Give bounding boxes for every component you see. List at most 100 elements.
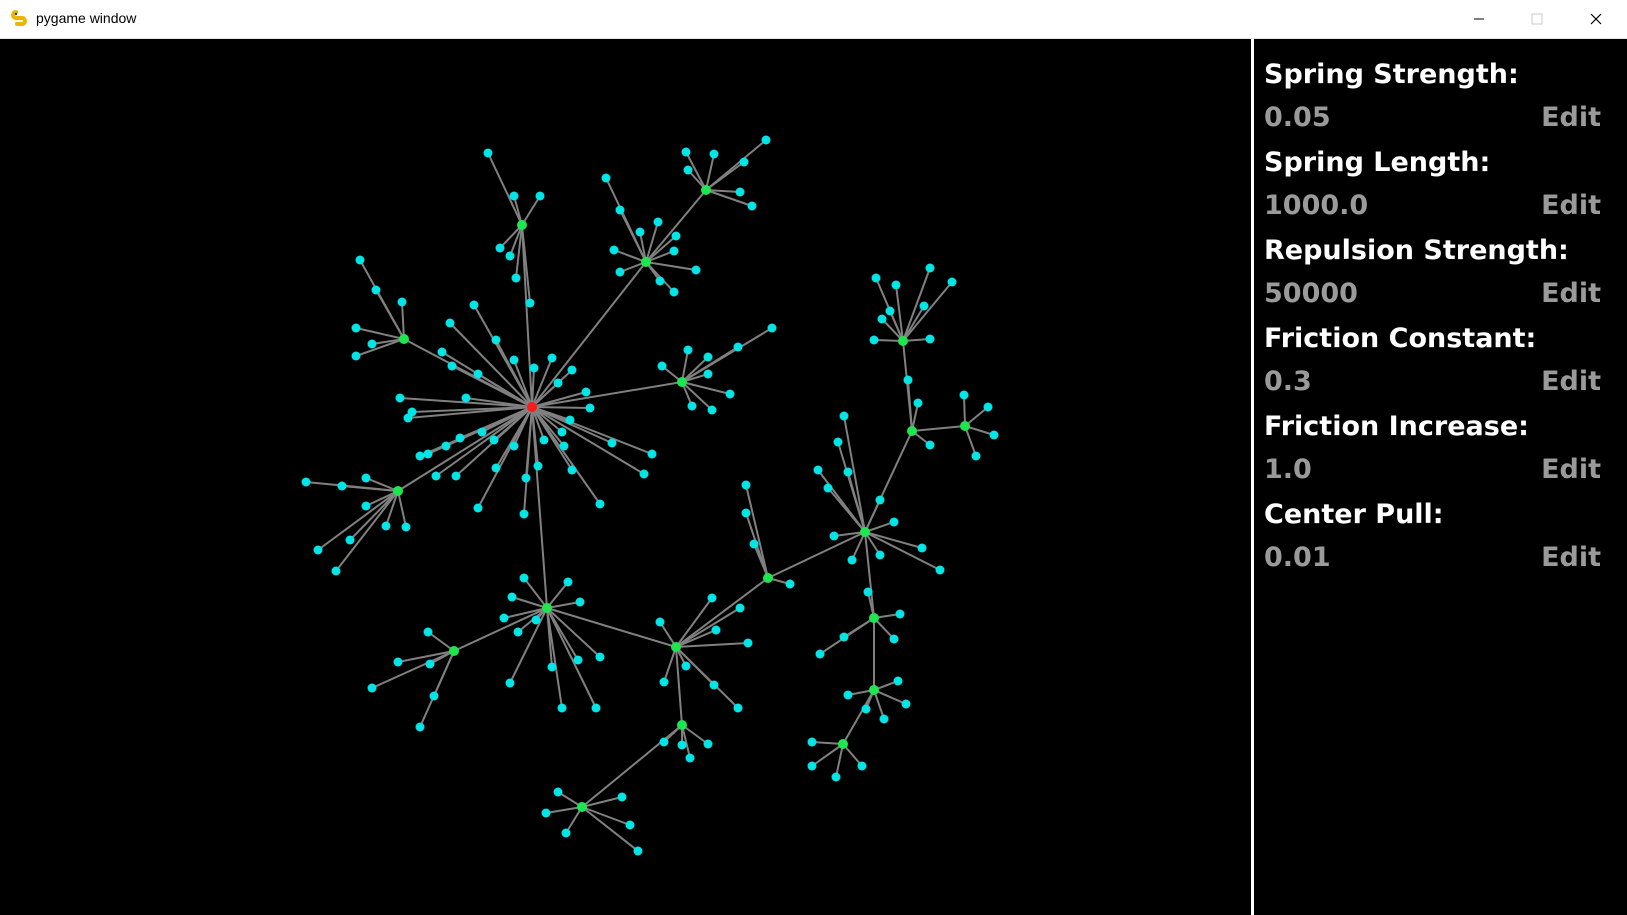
hub-node[interactable] bbox=[869, 613, 879, 623]
leaf-node[interactable] bbox=[367, 683, 377, 693]
leaf-node[interactable] bbox=[655, 617, 665, 627]
leaf-node[interactable] bbox=[469, 300, 479, 310]
hub-node[interactable] bbox=[701, 185, 711, 195]
leaf-node[interactable] bbox=[813, 465, 823, 475]
leaf-node[interactable] bbox=[879, 714, 889, 724]
maximize-button[interactable] bbox=[1508, 0, 1566, 38]
leaf-node[interactable] bbox=[871, 273, 881, 283]
leaf-node[interactable] bbox=[703, 352, 713, 362]
leaf-node[interactable] bbox=[477, 427, 487, 437]
leaf-node[interactable] bbox=[423, 627, 433, 637]
leaf-node[interactable] bbox=[499, 613, 509, 623]
leaf-node[interactable] bbox=[547, 662, 557, 672]
leaf-node[interactable] bbox=[901, 699, 911, 709]
leaf-node[interactable] bbox=[683, 345, 693, 355]
hub-node[interactable] bbox=[641, 257, 651, 267]
leaf-node[interactable] bbox=[869, 335, 879, 345]
leaf-node[interactable] bbox=[743, 638, 753, 648]
minimize-button[interactable] bbox=[1450, 0, 1508, 38]
leaf-node[interactable] bbox=[355, 255, 365, 265]
root-node[interactable] bbox=[527, 402, 537, 412]
leaf-node[interactable] bbox=[595, 499, 605, 509]
leaf-node[interactable] bbox=[925, 334, 935, 344]
leaf-node[interactable] bbox=[519, 573, 529, 583]
leaf-node[interactable] bbox=[833, 437, 843, 447]
leaf-node[interactable] bbox=[473, 369, 483, 379]
leaf-node[interactable] bbox=[401, 522, 411, 532]
leaf-node[interactable] bbox=[681, 147, 691, 157]
hub-node[interactable] bbox=[399, 334, 409, 344]
leaf-node[interactable] bbox=[415, 451, 425, 461]
leaf-node[interactable] bbox=[563, 577, 573, 587]
leaf-node[interactable] bbox=[671, 231, 681, 241]
hub-node[interactable] bbox=[838, 739, 848, 749]
leaf-node[interactable] bbox=[733, 703, 743, 713]
leaf-node[interactable] bbox=[345, 535, 355, 545]
leaf-node[interactable] bbox=[519, 509, 529, 519]
leaf-node[interactable] bbox=[655, 276, 665, 286]
leaf-node[interactable] bbox=[747, 201, 757, 211]
leaf-node[interactable] bbox=[711, 625, 721, 635]
leaf-node[interactable] bbox=[371, 285, 381, 295]
leaf-node[interactable] bbox=[431, 471, 441, 481]
leaf-node[interactable] bbox=[361, 501, 371, 511]
center-pull-edit-button[interactable]: Edit bbox=[1541, 542, 1601, 573]
leaf-node[interactable] bbox=[639, 469, 649, 479]
leaf-node[interactable] bbox=[861, 704, 871, 714]
leaf-node[interactable] bbox=[473, 503, 483, 513]
leaf-node[interactable] bbox=[657, 361, 667, 371]
hub-node[interactable] bbox=[907, 426, 917, 436]
leaf-node[interactable] bbox=[659, 677, 669, 687]
leaf-node[interactable] bbox=[509, 441, 519, 451]
title-bar[interactable]: pygame window bbox=[0, 0, 1627, 39]
leaf-node[interactable] bbox=[591, 703, 601, 713]
leaf-node[interactable] bbox=[601, 173, 611, 183]
leaf-node[interactable] bbox=[741, 480, 751, 490]
leaf-node[interactable] bbox=[653, 217, 663, 227]
hub-node[interactable] bbox=[960, 421, 970, 431]
leaf-node[interactable] bbox=[843, 467, 853, 477]
leaf-node[interactable] bbox=[397, 297, 407, 307]
leaf-node[interactable] bbox=[683, 165, 693, 175]
leaf-node[interactable] bbox=[703, 739, 713, 749]
leaf-node[interactable] bbox=[925, 263, 935, 273]
leaf-node[interactable] bbox=[559, 441, 569, 451]
leaf-node[interactable] bbox=[567, 465, 577, 475]
hub-node[interactable] bbox=[517, 220, 527, 230]
leaf-node[interactable] bbox=[895, 609, 905, 619]
leaf-node[interactable] bbox=[617, 792, 627, 802]
leaf-node[interactable] bbox=[423, 449, 433, 459]
leaf-node[interactable] bbox=[741, 508, 751, 518]
hub-node[interactable] bbox=[869, 685, 879, 695]
leaf-node[interactable] bbox=[313, 545, 323, 555]
leaf-node[interactable] bbox=[331, 566, 341, 576]
leaf-node[interactable] bbox=[615, 267, 625, 277]
leaf-node[interactable] bbox=[505, 251, 515, 261]
leaf-node[interactable] bbox=[735, 187, 745, 197]
spring-strength-edit-button[interactable]: Edit bbox=[1541, 102, 1601, 133]
leaf-node[interactable] bbox=[707, 593, 717, 603]
leaf-node[interactable] bbox=[403, 413, 413, 423]
leaf-node[interactable] bbox=[857, 761, 867, 771]
leaf-node[interactable] bbox=[761, 135, 771, 145]
leaf-node[interactable] bbox=[609, 245, 619, 255]
leaf-node[interactable] bbox=[875, 550, 885, 560]
leaf-node[interactable] bbox=[489, 435, 499, 445]
leaf-node[interactable] bbox=[831, 772, 841, 782]
leaf-node[interactable] bbox=[615, 205, 625, 215]
leaf-node[interactable] bbox=[669, 287, 679, 297]
leaf-node[interactable] bbox=[533, 461, 543, 471]
leaf-node[interactable] bbox=[635, 227, 645, 237]
leaf-node[interactable] bbox=[919, 301, 929, 311]
leaf-node[interactable] bbox=[547, 353, 557, 363]
leaf-node[interactable] bbox=[531, 615, 541, 625]
leaf-node[interactable] bbox=[707, 405, 717, 415]
leaf-node[interactable] bbox=[351, 323, 361, 333]
leaf-node[interactable] bbox=[539, 435, 549, 445]
leaf-node[interactable] bbox=[843, 690, 853, 700]
leaf-node[interactable] bbox=[739, 157, 749, 167]
leaf-node[interactable] bbox=[565, 415, 575, 425]
leaf-node[interactable] bbox=[437, 347, 447, 357]
leaf-node[interactable] bbox=[495, 243, 505, 253]
leaf-node[interactable] bbox=[361, 473, 371, 483]
